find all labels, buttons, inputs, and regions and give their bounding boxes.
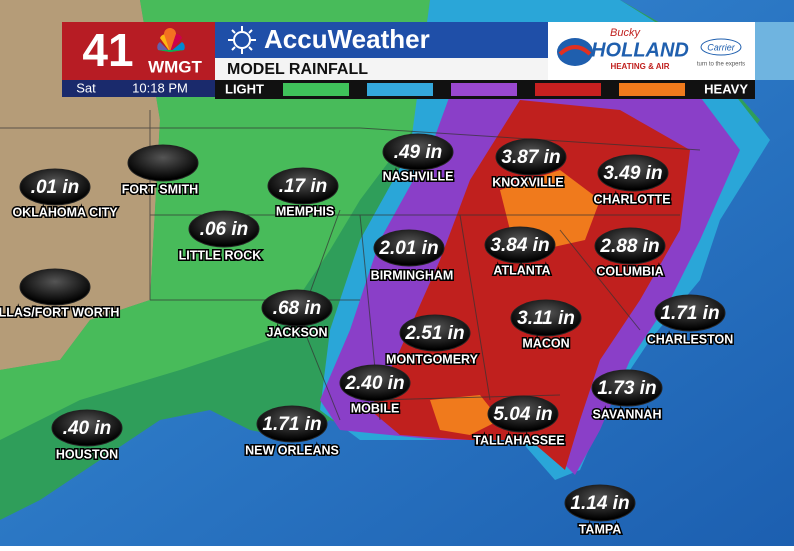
brand-name: AccuWeather bbox=[264, 24, 430, 54]
partner-name: Carrier bbox=[707, 42, 736, 52]
rain-amount: .17 in bbox=[279, 176, 328, 197]
city-markers: .01 in OKLAHOMA CITY FORT SMITH .17 in MEMPH… bbox=[0, 133, 735, 538]
legend-swatches bbox=[283, 83, 685, 96]
amount-oval bbox=[564, 484, 636, 522]
rain-amount: 1.73 in bbox=[597, 378, 656, 399]
time: 10:18 PM bbox=[132, 80, 188, 95]
rain-amount: 3.84 in bbox=[490, 235, 549, 256]
city-name: CHARLESTON bbox=[647, 332, 734, 346]
amount-oval bbox=[399, 314, 471, 352]
rain-amount: 2.40 in bbox=[344, 373, 404, 394]
channel-number: 41 bbox=[82, 24, 133, 76]
city-name: MONTGOMERY bbox=[386, 352, 479, 366]
rain-amount: .49 in bbox=[394, 142, 443, 163]
city-name: TAMPA bbox=[579, 522, 622, 536]
amount-oval bbox=[373, 229, 445, 267]
city-name: SAVANNAH bbox=[593, 407, 662, 421]
city-name: MEMPHIS bbox=[276, 204, 334, 218]
city-name: KNOXVILLE bbox=[492, 175, 564, 189]
brand-bar bbox=[215, 22, 548, 58]
time-bar bbox=[62, 80, 215, 97]
city-name: CHARLOTTE bbox=[593, 192, 670, 206]
legend-high: HEAVY bbox=[704, 81, 748, 96]
rain-amount: 1.71 in bbox=[660, 303, 719, 324]
rain-amount: 3.49 in bbox=[603, 163, 662, 184]
day: Sat bbox=[76, 80, 96, 95]
amount-oval bbox=[256, 405, 328, 443]
city-name: MOBILE bbox=[351, 401, 400, 415]
city-name: ATLANTA bbox=[493, 263, 550, 277]
amount-oval bbox=[19, 168, 91, 206]
amount-oval bbox=[484, 226, 556, 264]
city-name: OKLAHOMA CITY bbox=[12, 205, 118, 219]
legend-low: LIGHT bbox=[225, 81, 264, 96]
amount-oval bbox=[127, 144, 199, 182]
amount-oval bbox=[51, 409, 123, 447]
city-name: TALLAHASSEE bbox=[473, 433, 564, 447]
amount-oval bbox=[19, 268, 91, 306]
rain-amount: 2.88 in bbox=[599, 236, 659, 257]
amount-oval bbox=[487, 395, 559, 433]
city-name: HOUSTON bbox=[56, 447, 118, 461]
rain-amount: .40 in bbox=[63, 418, 112, 439]
city-name: MACON bbox=[522, 336, 569, 350]
city-name: BIRMINGHAM bbox=[371, 268, 454, 282]
partner-logo bbox=[700, 38, 742, 56]
station-box bbox=[62, 22, 215, 80]
amount-oval bbox=[261, 289, 333, 327]
rain-amount: 1.14 in bbox=[570, 493, 629, 514]
city-name: NEW ORLEANS bbox=[245, 443, 339, 457]
amount-oval bbox=[591, 369, 663, 407]
sponsor-sub: HEATING & AIR bbox=[610, 62, 669, 71]
city-name: FORT SMITH bbox=[122, 182, 198, 196]
rain-amount: 1.71 in bbox=[262, 414, 321, 435]
amount-oval bbox=[495, 138, 567, 176]
rain-amount: 5.04 in bbox=[493, 404, 552, 425]
sponsor-logo bbox=[557, 38, 593, 66]
amount-oval bbox=[188, 210, 260, 248]
sponsor-script: Bucky bbox=[610, 27, 641, 39]
sponsor-swoosh bbox=[558, 45, 592, 56]
city-name: COLUMBIA bbox=[596, 264, 663, 278]
sponsor-name: HOLLAND bbox=[591, 39, 689, 61]
amount-oval bbox=[267, 167, 339, 205]
city-name: LITTLE ROCK bbox=[179, 248, 262, 262]
amount-oval bbox=[594, 227, 666, 265]
rain-amount: .01 in bbox=[31, 177, 80, 198]
city-name: DALLAS/FORT WORTH bbox=[0, 305, 119, 319]
sun-icon bbox=[228, 26, 256, 54]
amount-oval bbox=[654, 294, 726, 332]
rain-amount: 2.51 in bbox=[404, 323, 464, 344]
peacock-logo bbox=[157, 28, 185, 52]
city-name: JACKSON bbox=[266, 325, 327, 339]
amount-oval bbox=[382, 133, 454, 171]
city-name: NASHVILLE bbox=[383, 169, 454, 183]
product-bar bbox=[215, 58, 548, 80]
station-call: WMGT bbox=[148, 57, 202, 76]
partner-tag: turn to the experts bbox=[697, 62, 745, 68]
rain-amount: .06 in bbox=[200, 219, 249, 240]
amount-oval bbox=[510, 299, 582, 337]
product-title: MODEL RAINFALL bbox=[227, 61, 368, 78]
rain-amount: 2.01 in bbox=[378, 238, 438, 259]
amount-oval bbox=[339, 364, 411, 402]
rain-amount: .68 in bbox=[273, 298, 322, 319]
rain-amount: 3.87 in bbox=[501, 147, 560, 168]
rain-amount: 3.11 in bbox=[517, 308, 575, 329]
amount-oval bbox=[597, 154, 669, 192]
header: 41 WMGT Sat 10:18 PM AccuWeather MODEL R… bbox=[62, 22, 794, 99]
